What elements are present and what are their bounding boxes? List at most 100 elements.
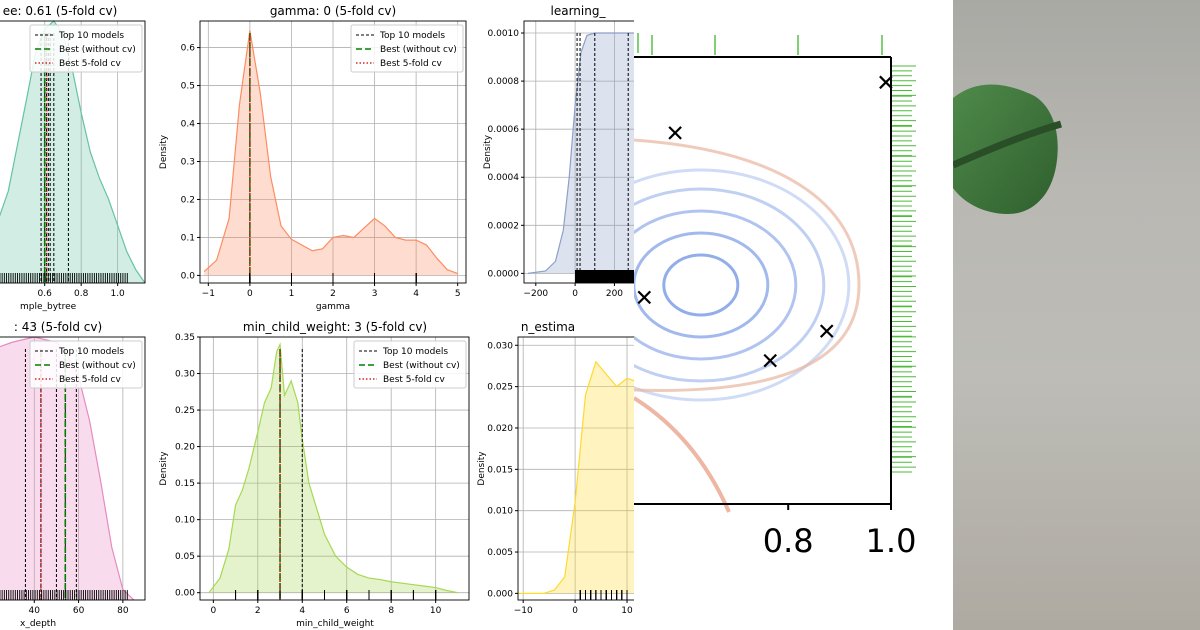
x-tick-label: −200 <box>523 289 548 299</box>
axes-frame <box>199 336 470 601</box>
x-axis-label: gamma <box>316 302 350 312</box>
y-axis-label: Density <box>159 451 169 486</box>
marker-stroke <box>668 126 682 140</box>
y-tick-label: 0.020 <box>487 424 513 434</box>
legend-label: Best (without cv) <box>59 361 136 371</box>
sample-marker <box>637 290 652 305</box>
x-tick-label: 1 <box>289 289 295 299</box>
x-tick-label: 0.6 <box>38 289 53 299</box>
subplot-title: : 43 (5-fold cv) <box>14 320 102 334</box>
leaf-icon <box>953 84 1058 214</box>
legend-label: Best 5-fold cv <box>380 59 442 69</box>
y-tick-label: 0.0008 <box>488 77 520 87</box>
axes-frame <box>0 20 146 284</box>
subplot-title: min_child_weight: 3 (5-fold cv) <box>243 320 427 334</box>
axes-frame <box>517 336 634 601</box>
legend-label: Best 5-fold cv <box>383 375 445 385</box>
y-tick-label: 0.025 <box>487 383 513 393</box>
density-line <box>203 30 458 275</box>
y-tick-label: 0.0 <box>181 271 196 281</box>
y-tick-label: 0.0002 <box>488 221 520 231</box>
x-tick-label: 8 <box>388 606 394 616</box>
y-tick-label: 0.20 <box>175 443 195 453</box>
x-tick-label: 0 <box>210 606 216 616</box>
contour-ring <box>634 209 798 361</box>
density-fill <box>527 33 634 274</box>
subplot-title: gamma: 0 (5-fold cv) <box>270 4 396 18</box>
y-tick-label: 0.0004 <box>488 173 520 183</box>
density-subplot-1: −1 0 1 2 3 4 5 0.0 0.1 0.2 0.3 0.4 0.5 0.6 gamma: 0 (5… <box>159 4 467 312</box>
x-tick-label: 200 <box>606 289 623 299</box>
density-line <box>0 20 146 284</box>
legend-label: Top 10 models <box>58 31 124 41</box>
leaf-photo <box>953 0 1200 630</box>
marker-stroke <box>819 324 834 338</box>
legend-box <box>29 24 143 73</box>
y-tick-label: 0.30 <box>175 370 195 380</box>
y-tick-label: 0.6 <box>181 44 196 54</box>
y-tick-label: 0.35 <box>175 333 195 343</box>
axes-frame <box>0 336 146 601</box>
sample-marker <box>879 75 893 90</box>
x-tick-label: 80 <box>117 606 129 616</box>
contour-plot-svg: 0.8 1.0 <box>634 33 917 560</box>
x-tick-label: −10 <box>514 606 533 616</box>
x-tick-label: 0 <box>572 606 578 616</box>
y-tick-label: 0.5 <box>181 82 195 92</box>
legend-label: Best (without cv) <box>380 45 457 55</box>
density-line <box>518 360 634 594</box>
density-plot-grid: 0.6 0.8 1.0 ee: 0.61 (5-fold cv) mple_bytree… <box>0 4 634 629</box>
contour-x-tick-label: 1.0 <box>866 522 917 560</box>
contour-outer <box>634 138 861 392</box>
y-tick-label: 0.15 <box>175 479 195 489</box>
x-tick-label: 3 <box>372 289 378 299</box>
legend-label: Best 5-fold cv <box>59 59 121 69</box>
y-tick-label: 0.010 <box>487 507 513 517</box>
y-tick-label: 0.0010 <box>488 29 520 39</box>
y-tick-label: 0.030 <box>487 341 513 351</box>
x-axis-label: min_child_weight <box>296 619 374 629</box>
y-tick-label: 0.10 <box>175 516 195 526</box>
contour-outer-2 <box>634 396 731 513</box>
legend-box <box>350 24 464 73</box>
density-fill <box>0 21 145 283</box>
density-line <box>527 32 634 274</box>
legend-label: Top 10 models <box>382 347 448 357</box>
y-axis-label: Density <box>159 134 169 169</box>
x-tick-label: −1 <box>202 289 215 299</box>
x-tick-label: 10 <box>430 606 442 616</box>
contour-ring <box>634 231 770 339</box>
legend-box <box>29 340 143 389</box>
y-tick-label: 0.25 <box>175 406 195 416</box>
x-tick-label: 4 <box>299 606 305 616</box>
density-fill <box>0 337 134 600</box>
density-plot-grid-svg: 0.6 0.8 1.0 ee: 0.61 (5-fold cv) mple_bytree… <box>0 4 634 629</box>
contour-ring <box>662 253 740 317</box>
x-tick-label: 6 <box>344 606 350 616</box>
sample-marker <box>763 353 777 368</box>
y-tick-label: 0.05 <box>175 552 195 562</box>
legend-label: Best (without cv) <box>59 45 136 55</box>
marker-stroke <box>763 353 777 368</box>
x-tick-label: 40 <box>29 606 41 616</box>
density-line <box>208 341 459 594</box>
density-subplot-0: 0.6 0.8 1.0 ee: 0.61 (5-fold cv) mple_bytree… <box>0 4 146 312</box>
x-axis-label: x_depth <box>20 619 56 629</box>
leaf-photo-svg <box>953 84 1062 214</box>
y-axis-label: Density <box>483 134 493 169</box>
legend-label: Top 10 models <box>58 347 124 357</box>
density-subplot-4: 0 2 4 6 8 10 0.00 0.05 0.10 0.15 0.20 0.25 0.30 0.35 m… <box>159 320 470 629</box>
legend-label: Best 5-fold cv <box>59 375 121 385</box>
sample-marker <box>668 126 682 140</box>
x-tick-label: 0 <box>572 289 578 299</box>
x-tick-label: 60 <box>73 606 85 616</box>
contour-plot-panel: 0.8 1.0 <box>634 0 954 630</box>
density-subplot-3: 40 60 80 : 43 (5-fold cv) x_depth Top 10 mode… <box>0 320 146 629</box>
y-tick-label: 0.0000 <box>488 269 520 279</box>
y-tick-label: 0.00 <box>175 589 195 599</box>
x-tick-label: 5 <box>455 289 461 299</box>
rug-dense-bar <box>575 270 634 283</box>
subplot-title: n_estima <box>521 320 575 334</box>
x-tick-label: 0.8 <box>74 289 89 299</box>
density-subplot-5: −10 0 10 0.000 0.005 0.010 0.015 0.020 0.025 0.03… <box>477 320 634 616</box>
